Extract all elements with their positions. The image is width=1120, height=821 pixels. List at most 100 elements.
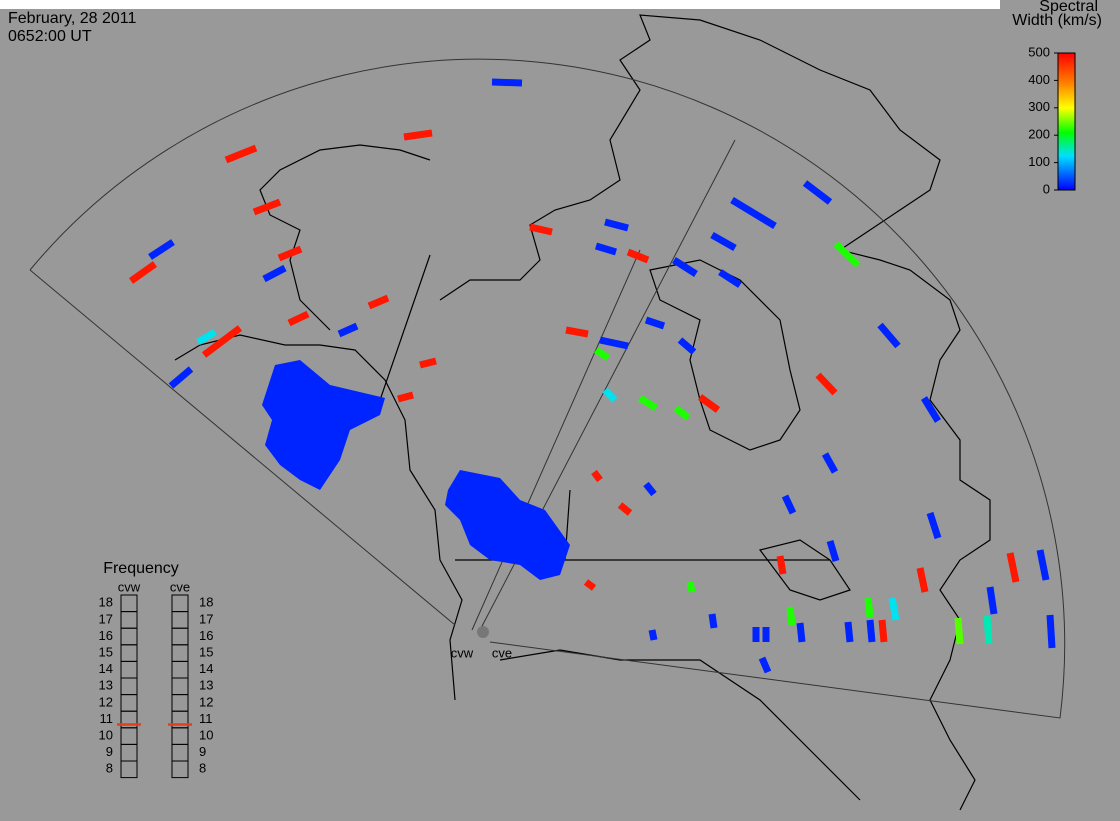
site-label: cve xyxy=(492,645,512,660)
echo-region xyxy=(262,360,385,490)
echo-cell xyxy=(916,567,929,593)
echo-cell xyxy=(888,597,900,621)
echo-cell xyxy=(758,656,772,674)
echo-cell xyxy=(781,494,797,515)
echo-cell xyxy=(877,322,901,349)
frequency-tick-label: 12 xyxy=(99,694,113,709)
echo-cell xyxy=(710,231,737,252)
echo-cell xyxy=(821,452,839,474)
echo-cell xyxy=(604,218,629,232)
echo-cell xyxy=(986,586,998,615)
date: February, 28 2011 xyxy=(8,10,136,27)
echo-cell xyxy=(565,326,589,338)
frequency-tick-label: 15 xyxy=(199,645,213,660)
echo-cell xyxy=(397,391,414,403)
time: 0652:00 UT xyxy=(8,28,92,45)
frequency-tick-label: 17 xyxy=(199,611,213,626)
echo-cell xyxy=(626,248,650,264)
frequency-tick-label: 11 xyxy=(199,711,213,726)
radar-site xyxy=(477,626,489,638)
frequency-tick-label: 11 xyxy=(100,711,114,726)
colorbar-tick-label: 0 xyxy=(1043,181,1050,196)
echo-cell xyxy=(591,469,603,483)
echo-cell xyxy=(583,579,597,591)
echo-cell xyxy=(786,606,796,626)
frequency-tick-label: 18 xyxy=(199,595,213,610)
echo-cell xyxy=(602,387,618,403)
echo-cell xyxy=(403,129,433,141)
echo-cell xyxy=(419,357,437,369)
echo-cell xyxy=(594,347,610,361)
colorbar-tick-label: 100 xyxy=(1028,154,1050,169)
echo-cell xyxy=(638,395,658,411)
site-label: cvw xyxy=(451,645,474,660)
frequency-tick-label: 9 xyxy=(199,744,206,759)
echo-cell xyxy=(287,310,310,327)
echo-cell xyxy=(224,144,258,164)
colorbar-tick-label: 400 xyxy=(1028,72,1050,87)
echo-cell xyxy=(1006,552,1020,583)
echo-cell xyxy=(337,322,359,338)
echo-cell xyxy=(826,539,840,563)
colorbar xyxy=(1057,52,1076,191)
echo-cell xyxy=(262,264,287,283)
echoes xyxy=(128,78,1056,674)
frequency-tick-label: 18 xyxy=(99,595,113,610)
echo-cell xyxy=(367,294,390,310)
frequency-tick-label: 8 xyxy=(199,761,206,776)
echo-cell xyxy=(148,239,175,260)
echo-cell xyxy=(844,621,854,643)
frequency-tick-label: 17 xyxy=(99,611,113,626)
echo-cell xyxy=(644,316,666,330)
echo-cell xyxy=(677,337,697,355)
fan-boundary xyxy=(29,58,1066,719)
frequency-tick-label: 10 xyxy=(199,728,213,743)
echo-cell xyxy=(491,78,523,87)
colorbar-tick-label: 300 xyxy=(1028,99,1050,114)
frequency-box xyxy=(120,760,138,779)
frequency-tick-label: 13 xyxy=(99,678,113,693)
echo-cell xyxy=(864,597,874,618)
echo-cell xyxy=(1046,614,1056,649)
echo-cell xyxy=(128,261,158,284)
east-coast xyxy=(439,14,991,811)
echo-cell xyxy=(196,328,217,346)
echo-cell xyxy=(866,619,876,643)
colorbar-tick-label: 200 xyxy=(1028,127,1050,142)
echo-cell xyxy=(708,613,718,629)
echo-cell xyxy=(617,502,633,516)
colorbar-title: Spectral xyxy=(1039,0,1098,15)
frequency-radar: cvw xyxy=(118,579,141,594)
echo-cell xyxy=(277,245,303,262)
echo-cell xyxy=(686,581,696,593)
hudson-bay xyxy=(649,259,801,451)
echo-cell xyxy=(921,396,941,423)
echo-cell xyxy=(594,242,618,256)
echo-cell xyxy=(252,198,282,216)
frequency-tick-label: 14 xyxy=(199,661,213,676)
frequency-radar: cve xyxy=(170,579,190,594)
echo-cell xyxy=(926,511,942,540)
echo-cell xyxy=(648,629,658,641)
frequency-tick-label: 9 xyxy=(106,744,113,759)
frequency-tick-label: 10 xyxy=(99,728,113,743)
frequency-box xyxy=(171,760,189,779)
echo-cell xyxy=(815,372,838,396)
echo-cell xyxy=(529,223,553,236)
echo-cell xyxy=(776,555,787,575)
echo-cell xyxy=(673,405,691,421)
echo-cell xyxy=(168,366,194,389)
echo-cell xyxy=(643,481,657,497)
great-lakes xyxy=(758,539,851,601)
colorbar-title: Width (km/s) xyxy=(1012,12,1102,29)
frequency-tick-label: 16 xyxy=(199,628,213,643)
us-south xyxy=(499,649,861,801)
echo-cell xyxy=(1036,549,1050,581)
echo-cell xyxy=(201,325,243,358)
echo-cell xyxy=(954,617,964,645)
echo-cell xyxy=(983,615,993,645)
frequency-tick-label: 12 xyxy=(199,694,213,709)
